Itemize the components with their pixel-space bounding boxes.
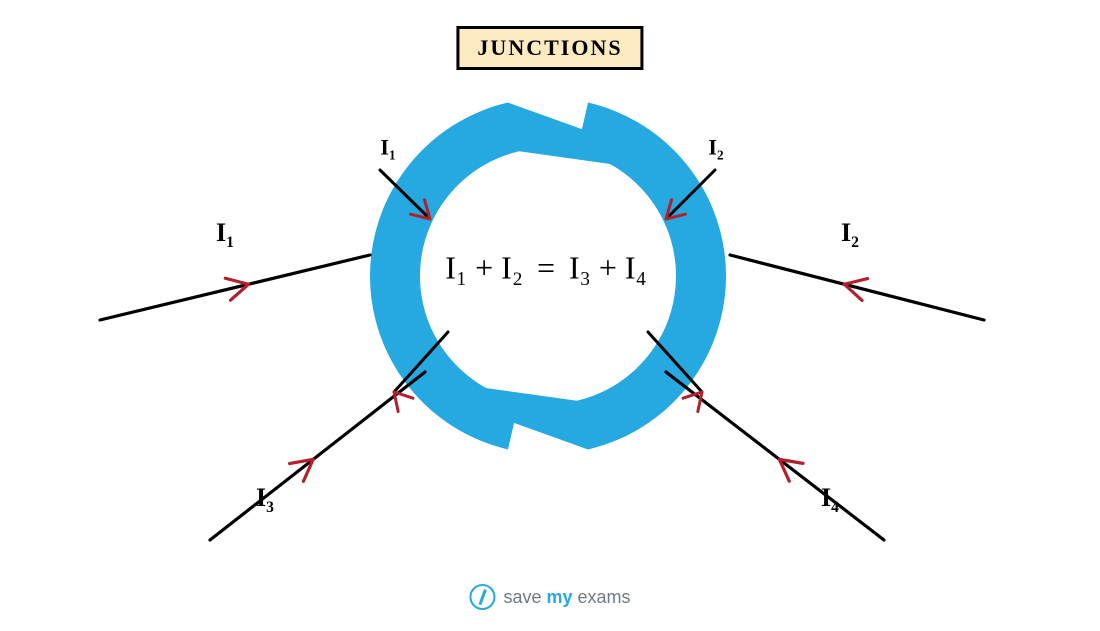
wire-I1: [100, 255, 370, 320]
wire-label-I4: I4: [821, 483, 839, 517]
diagram-root: JUNCTIONS I₁ + I₂ = I₃ + I₄ I1 I2 I3 I4 I1 I2…: [0, 0, 1100, 631]
wire-label-I1: I1: [216, 218, 234, 252]
diagram-title: JUNCTIONS: [456, 26, 643, 70]
wire-I4: [666, 372, 884, 540]
inner-arrow-3: [683, 392, 702, 412]
brand-word-1: save: [503, 587, 541, 607]
brand-icon: [469, 584, 495, 610]
wire-I3: [210, 372, 425, 540]
diagram-svg: [0, 0, 1100, 631]
brand-word-3: exams: [578, 587, 631, 607]
wire-I2: [730, 255, 984, 320]
equation-right: I₃ + I₄: [569, 250, 647, 286]
wire-label-I2: I2: [841, 218, 859, 252]
equation-left: I₁ + I₂: [445, 250, 523, 286]
wire-label-I3: I3: [256, 483, 274, 517]
equation-text: I₁ + I₂ = I₃ + I₄: [445, 250, 646, 287]
equation-eq: =: [537, 250, 555, 286]
brand-banner: save my exams: [469, 584, 630, 610]
attach-label-0: I1: [380, 134, 395, 163]
brand-word-2: my: [547, 587, 573, 607]
attach-label-1: I2: [708, 134, 723, 163]
